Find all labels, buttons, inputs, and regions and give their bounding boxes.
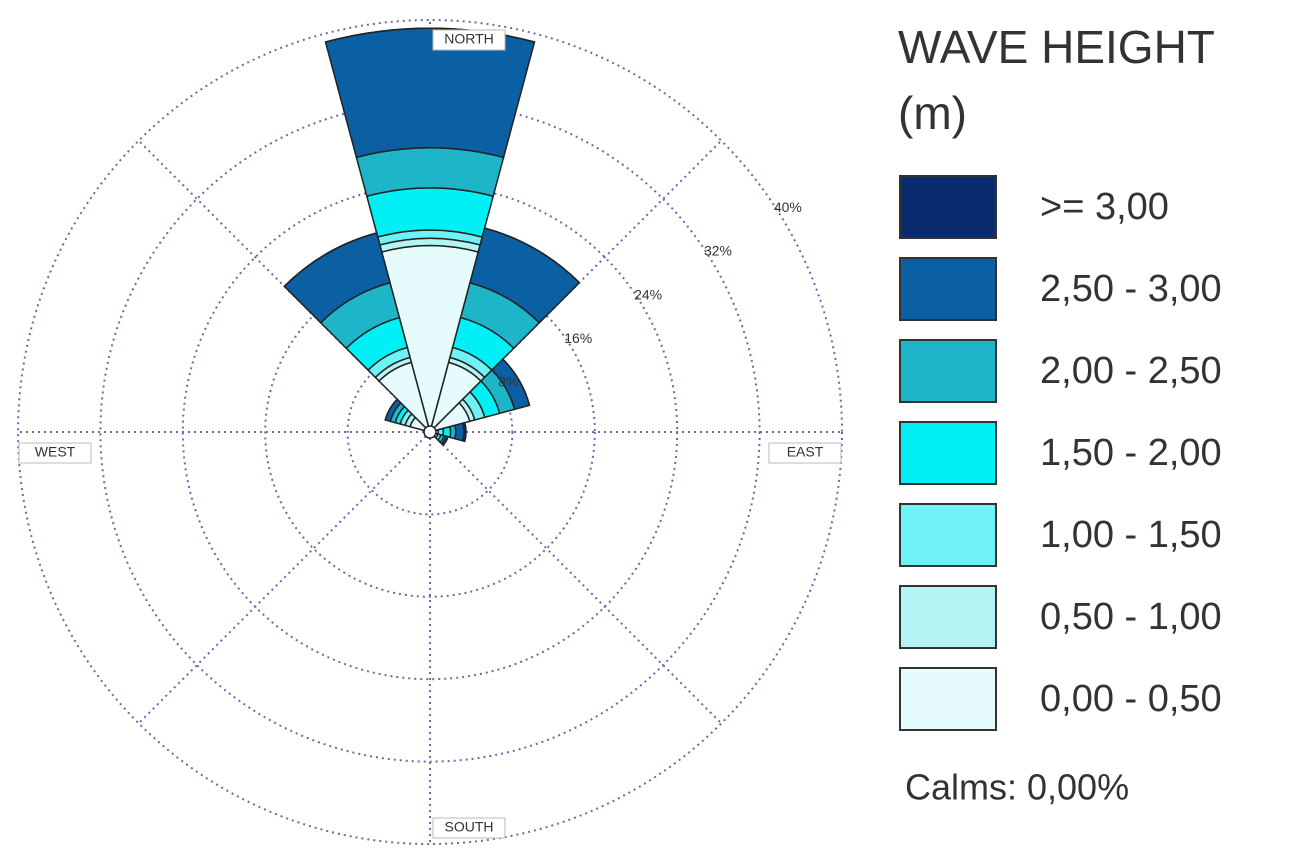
legend-label: 0,00 - 0,50 — [1040, 678, 1222, 720]
ring-label: 40% — [774, 199, 802, 215]
calms-label: Calms: 0,00% — [905, 767, 1129, 808]
ring-label: 24% — [634, 286, 662, 302]
legend-swatch — [899, 585, 997, 649]
wedge-segment — [365, 187, 495, 238]
legend-label: 1,50 - 2,00 — [1040, 432, 1222, 474]
spoke — [137, 431, 431, 725]
direction-label-box — [432, 817, 506, 839]
legend-swatch — [899, 175, 997, 239]
grid-ring — [99, 101, 761, 763]
direction-label: SOUTH — [445, 819, 494, 835]
legend-swatch — [899, 257, 997, 321]
direction-label-box — [768, 442, 842, 464]
direction-label: NORTH — [444, 31, 494, 47]
spoke — [429, 431, 723, 725]
ring-label: 32% — [704, 243, 732, 259]
legend-label: 2,50 - 3,00 — [1040, 268, 1222, 310]
legend-swatch — [899, 503, 997, 567]
direction-label: EAST — [787, 444, 824, 460]
legend-swatch — [899, 667, 997, 731]
wedge-segment — [442, 436, 449, 446]
grid-ring — [17, 19, 843, 845]
legend-label: 0,50 - 1,00 — [1040, 596, 1222, 638]
grid-ring — [264, 266, 596, 598]
ring-label: 8% — [498, 374, 518, 390]
wedge-segment — [461, 421, 467, 443]
center — [423, 425, 437, 439]
legend-label: 1,00 - 1,50 — [1040, 514, 1222, 556]
direction-label-box — [18, 442, 92, 464]
legend-label: >= 3,00 — [1040, 186, 1169, 228]
wedge-segment — [453, 422, 465, 442]
direction-label: WEST — [35, 444, 76, 460]
ring-label: 16% — [564, 330, 592, 346]
grid-ring — [346, 348, 514, 516]
direction-label-box — [432, 29, 506, 51]
chart-title: WAVE HEIGHT (m) — [898, 21, 1215, 139]
wedge-segment — [283, 232, 377, 287]
legend-swatch — [899, 421, 997, 485]
legend-swatch — [899, 339, 997, 403]
legend-label: 2,00 - 2,50 — [1040, 350, 1222, 392]
